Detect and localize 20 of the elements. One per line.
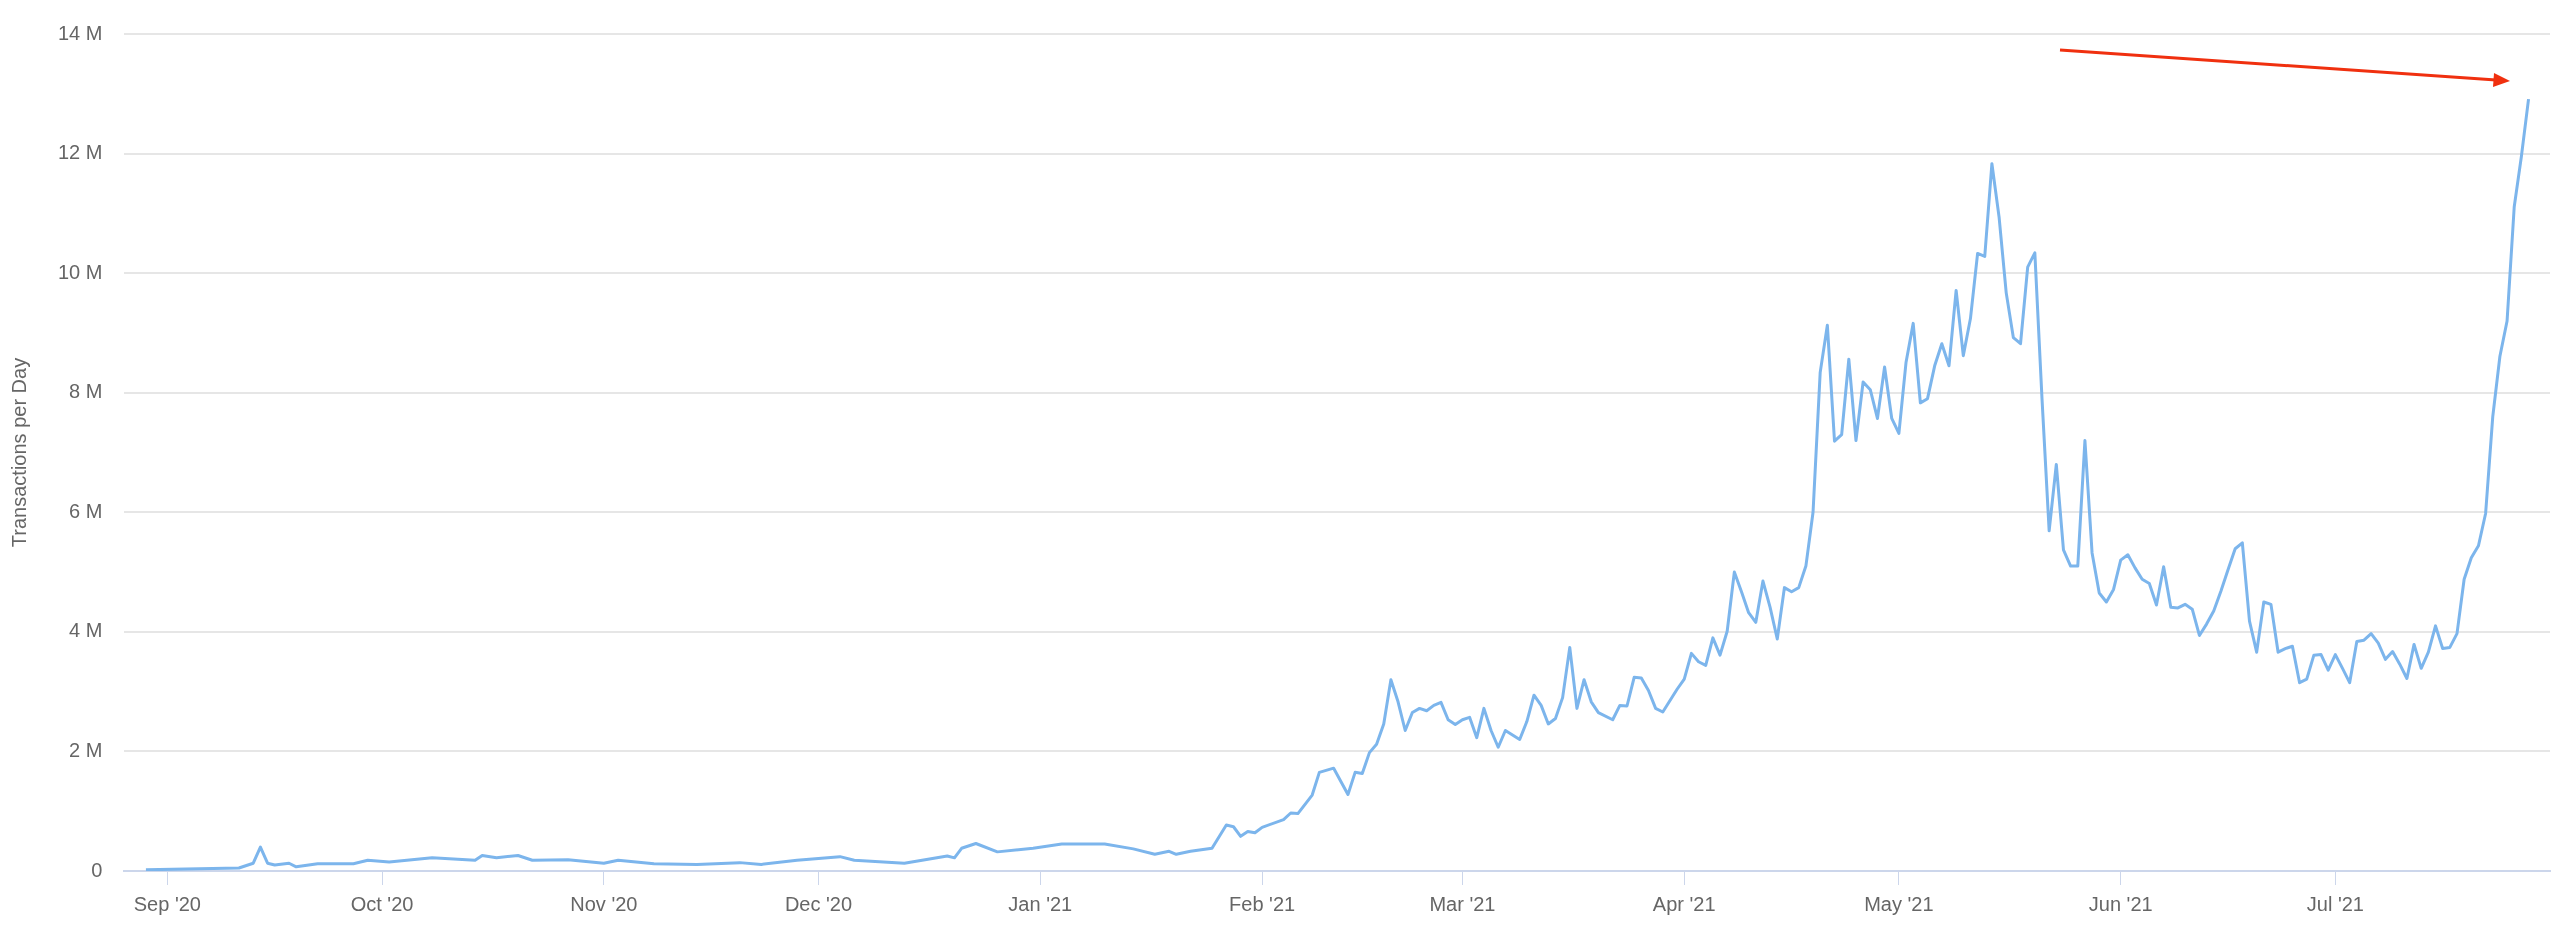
y-tick-label: 2 M — [69, 738, 103, 761]
x-tick-label: Jan '21 — [1008, 892, 1073, 915]
y-tick-label: 8 M — [69, 380, 103, 403]
x-tick-label: Jul '21 — [2306, 892, 2364, 915]
x-tick-label: Nov '20 — [570, 892, 638, 915]
y-tick-label: 14 M — [57, 21, 103, 44]
y-tick-label: 6 M — [69, 499, 103, 522]
x-tick-label: Apr '21 — [1652, 892, 1716, 915]
x-tick-label: Dec '20 — [784, 892, 853, 915]
x-tick-label: Jun '21 — [2088, 892, 2153, 915]
y-axis-title: Transactions per Day — [7, 357, 30, 548]
y-tick-label: 4 M — [69, 619, 103, 642]
y-tick-label: 10 M — [57, 260, 103, 283]
x-tick-label: Mar '21 — [1429, 892, 1496, 915]
y-tick-label: 12 M — [57, 141, 103, 164]
x-tick-label: Sep '20 — [133, 892, 201, 915]
x-tick-label: Feb '21 — [1229, 892, 1296, 915]
x-tick-label: May '21 — [1864, 892, 1934, 915]
x-tick-label: Oct '20 — [350, 892, 414, 915]
y-tick-label: 0 — [91, 858, 103, 881]
